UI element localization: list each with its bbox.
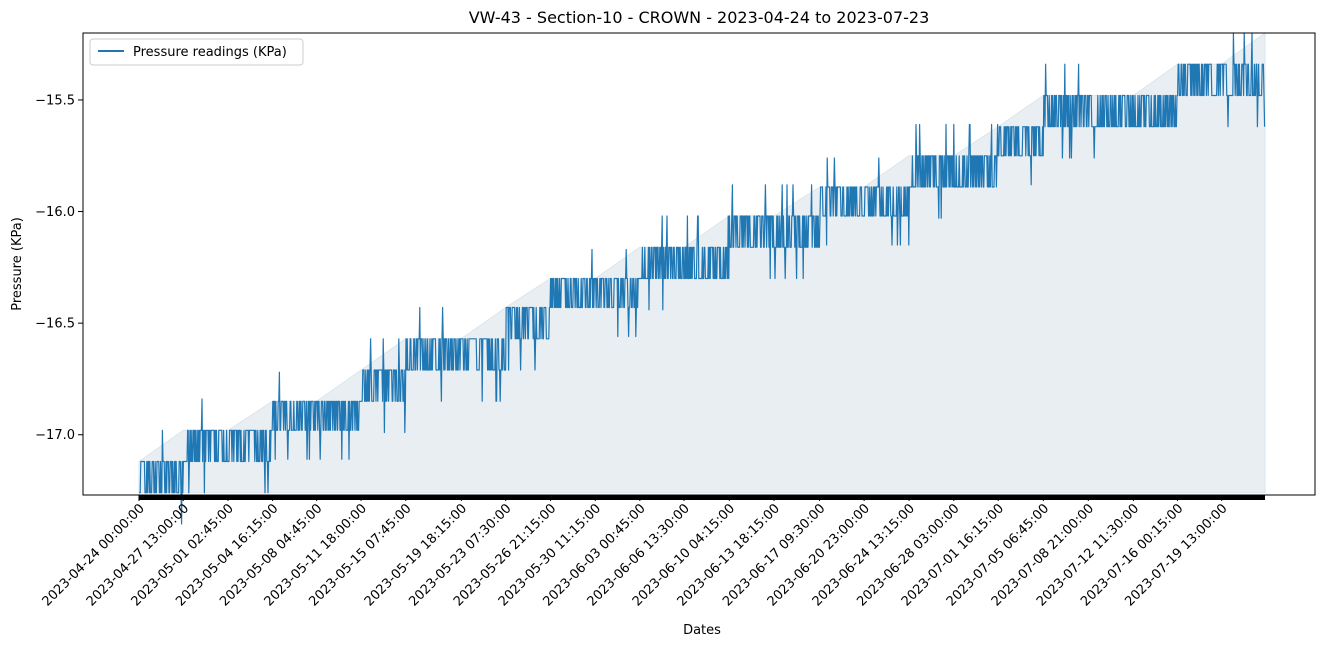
legend: Pressure readings (KPa) xyxy=(89,38,304,66)
legend-label: Pressure readings (KPa) xyxy=(133,45,287,60)
x-axis-label: Dates xyxy=(683,623,721,638)
y-axis-label: Pressure (KPa) xyxy=(10,217,25,311)
y-tick-label: −15.5 xyxy=(35,93,75,108)
plot-layer xyxy=(138,32,1266,525)
chart-title: VW-43 - Section-10 - CROWN - 2023-04-24 … xyxy=(469,8,930,27)
x-tick-band xyxy=(139,495,1265,500)
y-axis: −17.0 −16.5 −16.0 −15.5 xyxy=(35,93,83,443)
y-tick-label: −16.5 xyxy=(35,317,75,332)
y-tick-label: −17.0 xyxy=(35,428,75,443)
series-line xyxy=(139,32,1266,525)
legend-box xyxy=(89,38,304,66)
y-tick-label: −16.0 xyxy=(35,205,75,220)
